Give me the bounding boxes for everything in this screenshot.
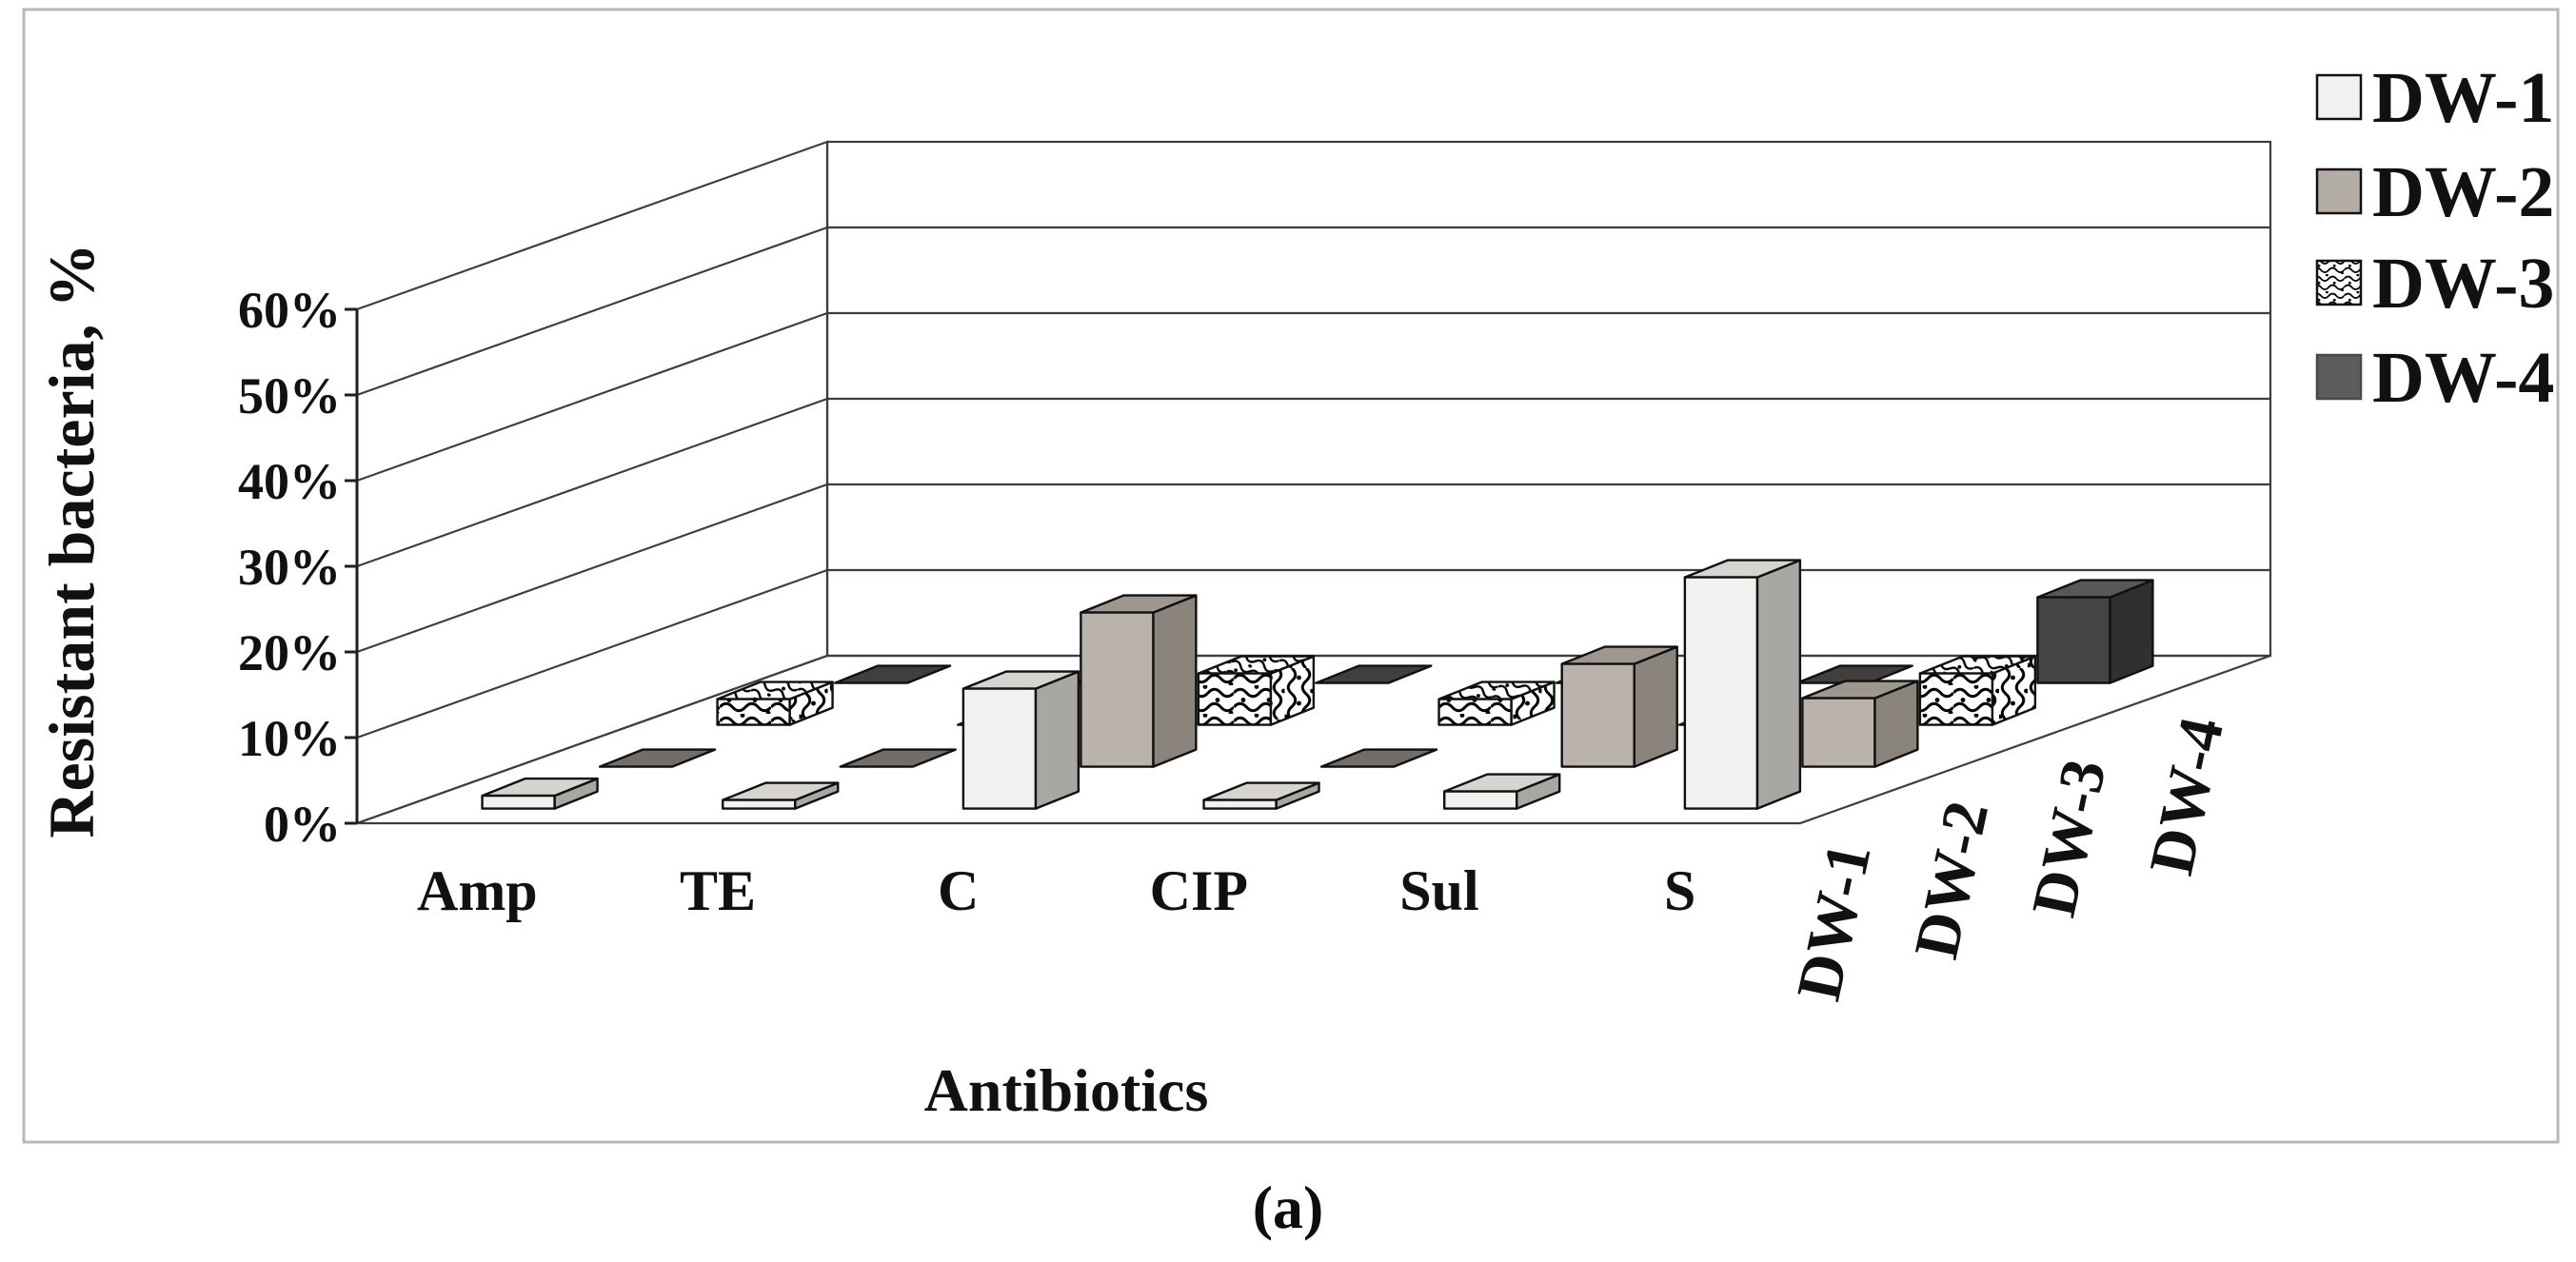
bar-C-DW-4-flat-top xyxy=(1315,664,1433,684)
legend-label-DW-1: DW-1 xyxy=(2372,58,2554,138)
gridline-left-30 xyxy=(356,397,828,568)
bar-C-DW-1 xyxy=(961,670,1080,810)
bar-S-DW-3 xyxy=(1918,655,2037,726)
legend-swatch-DW-1 xyxy=(2315,73,2363,121)
bar-S-DW-4-front xyxy=(2036,596,2111,684)
category-label-CIP: CIP xyxy=(1150,859,1248,922)
bar-CIP-DW-2 xyxy=(1319,748,1438,768)
bar-S-DW-1-side xyxy=(1755,559,1802,810)
legend-label-DW-3: DW-3 xyxy=(2372,244,2554,324)
y-tick-label-3: 30% xyxy=(238,539,341,596)
bar-CIP-DW-2-flat-top xyxy=(1319,748,1438,768)
legend-item-DW-3: DW-3 xyxy=(2315,244,2554,324)
bar-C-DW-1-side xyxy=(1034,670,1080,810)
bar-C-DW-3 xyxy=(1197,655,1316,726)
gridline-left-20 xyxy=(356,483,828,654)
y-tick-label-1: 10% xyxy=(238,710,341,767)
y-tick-label-0: 0% xyxy=(264,796,341,853)
bar-C-DW-1-front xyxy=(961,687,1038,810)
bar-Sul-DW-1 xyxy=(1443,773,1561,810)
bar-Amp-DW-1 xyxy=(481,777,599,810)
bar-Amp-DW-2 xyxy=(598,748,717,768)
floor xyxy=(356,654,2271,825)
bar-C-DW-2-side xyxy=(1152,594,1198,768)
bar-Sul-DW-2 xyxy=(1560,645,1678,768)
bar-Amp-DW-1-front xyxy=(481,794,556,810)
legend-swatch-DW-3 xyxy=(2315,259,2363,306)
category-label-C: C xyxy=(938,859,979,922)
bar-C-DW-2 xyxy=(1080,594,1198,768)
y-tick-label-2: 20% xyxy=(238,624,341,681)
bar-Amp-DW-4-flat-top xyxy=(833,664,952,684)
bar-Amp-DW-3-front xyxy=(716,698,791,726)
bar-S-DW-1 xyxy=(1683,559,1802,810)
x-axis-title: Antibiotics xyxy=(924,1056,1209,1124)
bar-S-DW-1-front xyxy=(1683,576,1759,810)
bar-Sul-DW-2-side xyxy=(1633,645,1678,768)
legend: DW-1 DW-2 DW-3 DW-4 xyxy=(2315,58,2554,418)
category-label-Sul: Sul xyxy=(1399,859,1478,922)
bar-TE-DW-1 xyxy=(722,781,840,810)
bar-TE-DW-1-front xyxy=(722,799,797,810)
legend-label-DW-2: DW-2 xyxy=(2372,152,2554,232)
bar-S-DW-2-front xyxy=(1801,697,1876,768)
bar-TE-DW-2-flat-top xyxy=(839,748,957,768)
bar-CIP-DW-3-front xyxy=(1437,698,1513,726)
bar-CIP-DW-1-front xyxy=(1202,799,1278,810)
bar-S-DW-4 xyxy=(2036,579,2154,684)
legend-swatch-DW-4 xyxy=(2315,353,2363,401)
category-label-S: S xyxy=(1664,859,1695,922)
gridline-left-10 xyxy=(356,568,828,739)
bar-C-DW-4 xyxy=(1315,664,1433,684)
bar-Sul-DW-1-front xyxy=(1443,790,1518,810)
legend-item-DW-2: DW-2 xyxy=(2315,152,2554,232)
bar-TE-DW-2 xyxy=(839,748,957,768)
bar-Sul-DW-2-front xyxy=(1560,662,1635,768)
plot-walls-grid xyxy=(355,140,2272,825)
legend-swatch-DW-2 xyxy=(2315,168,2363,215)
y-tick-label-5: 50% xyxy=(238,367,341,424)
bar-CIP-DW-3 xyxy=(1437,680,1556,726)
y-axis-tick-labels: 0% 10% 20% 30% 40% 50% 60% xyxy=(238,282,341,853)
category-label-TE: TE xyxy=(680,859,756,922)
bar-S-DW-2 xyxy=(1801,680,1919,768)
y-tick-label-6: 60% xyxy=(238,282,341,339)
bar-Amp-DW-3 xyxy=(716,680,834,726)
bar-C-DW-2-front xyxy=(1080,611,1155,768)
category-label-Amp: Amp xyxy=(417,859,538,922)
gridline-left-40 xyxy=(356,311,828,483)
figure-caption: (a) xyxy=(1252,1173,1324,1241)
bar-Amp-DW-4 xyxy=(833,664,952,684)
bar-S-DW-3-front xyxy=(1918,672,1994,726)
y-axis-title: Resistant bacteria, % xyxy=(35,243,108,838)
bar-CIP-DW-1 xyxy=(1202,781,1320,810)
legend-item-DW-4: DW-4 xyxy=(2315,338,2554,418)
bar-C-DW-3-front xyxy=(1197,672,1273,726)
y-tick-label-4: 40% xyxy=(238,453,341,510)
gridline-left-50 xyxy=(356,226,828,397)
bars xyxy=(481,559,2154,810)
legend-label-DW-4: DW-4 xyxy=(2372,338,2554,418)
category-labels: Amp TE C CIP Sul S xyxy=(417,859,1695,922)
legend-item-DW-1: DW-1 xyxy=(2315,58,2554,138)
bar-Amp-DW-2-flat-top xyxy=(598,748,717,768)
panel-border xyxy=(22,8,2560,1144)
